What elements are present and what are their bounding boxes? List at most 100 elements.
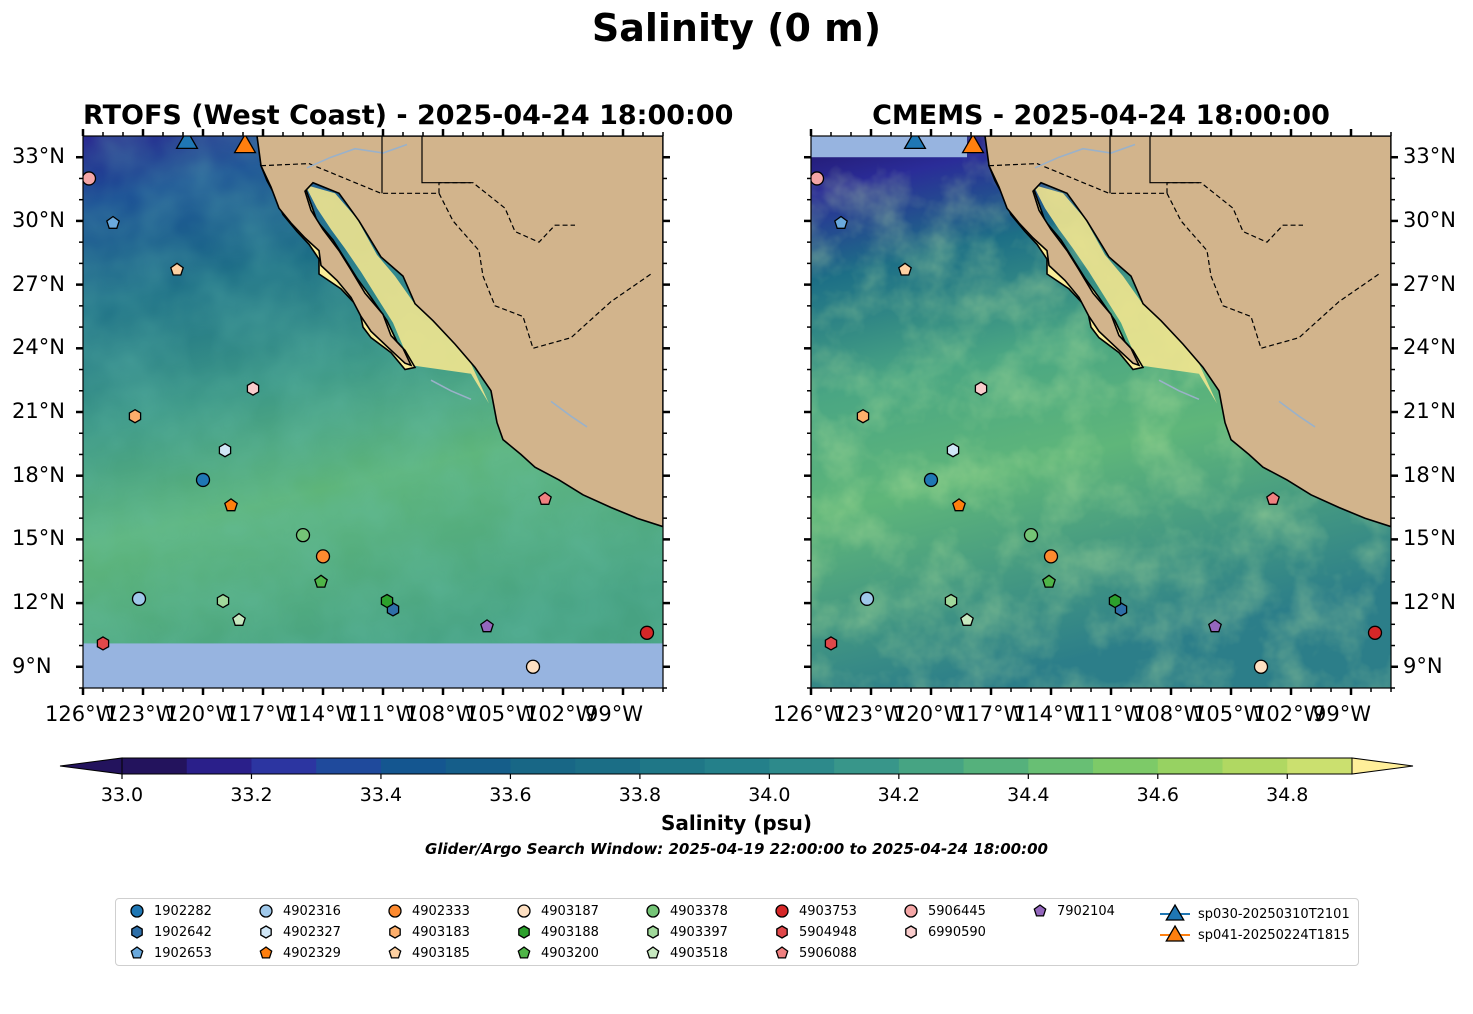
lat-tick-label: 12°N bbox=[1403, 590, 1456, 615]
land-mass bbox=[256, 136, 663, 528]
float-marker-6990590 bbox=[246, 381, 260, 396]
legend-item-4903753: 4903753 bbox=[773, 903, 857, 919]
legend-label: 4902333 bbox=[412, 903, 470, 919]
float-marker-7902104 bbox=[480, 619, 494, 633]
glider-marker-sp030-20250310T2101 bbox=[903, 136, 927, 150]
float-marker-4903188 bbox=[380, 593, 394, 609]
float-marker-1902653 bbox=[834, 215, 848, 229]
legend-item-7902104: 7902104 bbox=[1031, 903, 1115, 919]
float-marker-4903183 bbox=[856, 408, 870, 424]
colorbar-label: Salinity (psu) bbox=[660, 811, 812, 835]
float-marker-5906445 bbox=[83, 171, 97, 186]
lon-tick-label: 120°W bbox=[893, 702, 965, 726]
legend-item-4903188: 4903188 bbox=[515, 924, 599, 940]
colorbar-segment bbox=[510, 758, 576, 774]
colorbar-segment bbox=[380, 758, 447, 774]
panel-title-cmems: CMEMS - 2025-04-24 18:00:00 bbox=[872, 100, 1330, 131]
legend-item-4902333: 4902333 bbox=[386, 903, 470, 919]
legend-glider-symbol bbox=[1165, 903, 1185, 921]
colorbar-segment bbox=[122, 758, 188, 774]
colorbar-tick-label: 33.6 bbox=[489, 784, 532, 806]
legend-marker bbox=[130, 946, 144, 959]
colorbar-tick-label: 33.8 bbox=[618, 784, 662, 806]
legend-float-symbol bbox=[646, 946, 660, 959]
lat-tick-label: 24°N bbox=[1403, 335, 1456, 360]
legend-marker bbox=[646, 946, 660, 959]
float-marker-4903200 bbox=[1042, 574, 1056, 588]
legend-float-symbol bbox=[647, 925, 659, 939]
colorbar-tick-label: 34.8 bbox=[1266, 784, 1309, 806]
colorbar-segment bbox=[1093, 758, 1159, 774]
legend-item-4903183: 4903183 bbox=[386, 924, 470, 940]
float-marker-5904948 bbox=[824, 636, 838, 651]
legend-marker bbox=[389, 925, 401, 939]
lon-tick-label: 114°W bbox=[1013, 702, 1085, 726]
colorbar-tick-label: 34.2 bbox=[877, 784, 920, 806]
legend-float-symbol bbox=[388, 904, 402, 918]
legend-marker bbox=[260, 925, 272, 939]
state-line bbox=[1109, 136, 1199, 194]
lon-tick-label: 114°W bbox=[285, 702, 357, 726]
lon-tick-label: 108°W bbox=[405, 702, 477, 726]
lat-tick-label: 9°N bbox=[12, 653, 52, 678]
float-marker-4903187 bbox=[1253, 659, 1269, 674]
legend-marker bbox=[775, 904, 789, 918]
float-markers bbox=[811, 136, 1383, 674]
gulf-of-california bbox=[305, 184, 489, 404]
legend-glider-symbol bbox=[1165, 924, 1185, 942]
political-border bbox=[988, 162, 1303, 243]
legend-item-1902653: 1902653 bbox=[128, 945, 212, 961]
model-domain-mask bbox=[811, 136, 967, 158]
legend-float-symbol bbox=[776, 925, 788, 939]
colorbar-tick-label: 34.0 bbox=[748, 784, 791, 806]
legend-label: 4903185 bbox=[412, 945, 470, 961]
lon-tick-label: 102°W bbox=[1253, 702, 1325, 726]
lon-tick-label: 123°W bbox=[105, 702, 177, 726]
legend-item-1902282: 1902282 bbox=[128, 903, 212, 919]
float-marker-4903188 bbox=[1108, 593, 1122, 609]
float-marker-4902316 bbox=[131, 591, 147, 606]
lat-tick-label: 33°N bbox=[12, 144, 65, 169]
legend-marker bbox=[518, 925, 530, 939]
lon-tick-label: 108°W bbox=[1133, 702, 1205, 726]
legend-float-symbol bbox=[130, 904, 144, 918]
legend-item-sp030-20250310T2101: sp030-20250310T2101 bbox=[1160, 903, 1350, 925]
float-marker-5904948 bbox=[96, 636, 110, 651]
float-marker-4903518 bbox=[232, 612, 246, 626]
legend-label: 4902327 bbox=[283, 924, 341, 940]
river bbox=[306, 143, 408, 169]
river bbox=[1278, 400, 1316, 428]
panel-title-rtofs: RTOFS (West Coast) - 2025-04-24 18:00:00 bbox=[83, 100, 734, 131]
legend-item-4903397: 4903397 bbox=[644, 924, 728, 940]
lon-tick-label: 102°W bbox=[525, 702, 597, 726]
legend-float-symbol bbox=[389, 925, 401, 939]
float-marker-5906088 bbox=[1266, 491, 1280, 505]
float-markers bbox=[83, 136, 655, 674]
legend-label: 5904948 bbox=[799, 924, 857, 940]
lon-tick-label: 111°W bbox=[1073, 702, 1145, 726]
legend-item-4903378: 4903378 bbox=[644, 903, 728, 919]
float-marker-4903185 bbox=[898, 262, 912, 276]
political-border bbox=[438, 193, 652, 350]
float-marker-4902327 bbox=[218, 442, 232, 458]
colorbar-segment bbox=[704, 758, 770, 774]
float-marker-4902316 bbox=[859, 591, 875, 606]
lon-tick-label: 105°W bbox=[1193, 702, 1265, 726]
legend-marker bbox=[130, 904, 144, 918]
legend-label: 4903397 bbox=[670, 924, 728, 940]
legend-item-4903185: 4903185 bbox=[386, 945, 470, 961]
float-marker-4903397 bbox=[216, 593, 230, 609]
legend-label: 1902642 bbox=[154, 924, 212, 940]
lon-tick-label: 117°W bbox=[953, 702, 1025, 726]
colorbar-segment bbox=[445, 758, 511, 774]
lon-tick-label: 105°W bbox=[465, 702, 537, 726]
legend-item-5906445: 5906445 bbox=[902, 903, 986, 919]
legend-label: 4903187 bbox=[541, 903, 599, 919]
float-marker-4903200 bbox=[314, 574, 328, 588]
float-marker-4902327 bbox=[946, 442, 960, 458]
river bbox=[1158, 379, 1200, 401]
float-marker-4902333 bbox=[315, 549, 331, 564]
lat-tick-label: 18°N bbox=[1403, 462, 1456, 487]
legend-label: 5906445 bbox=[928, 903, 986, 919]
